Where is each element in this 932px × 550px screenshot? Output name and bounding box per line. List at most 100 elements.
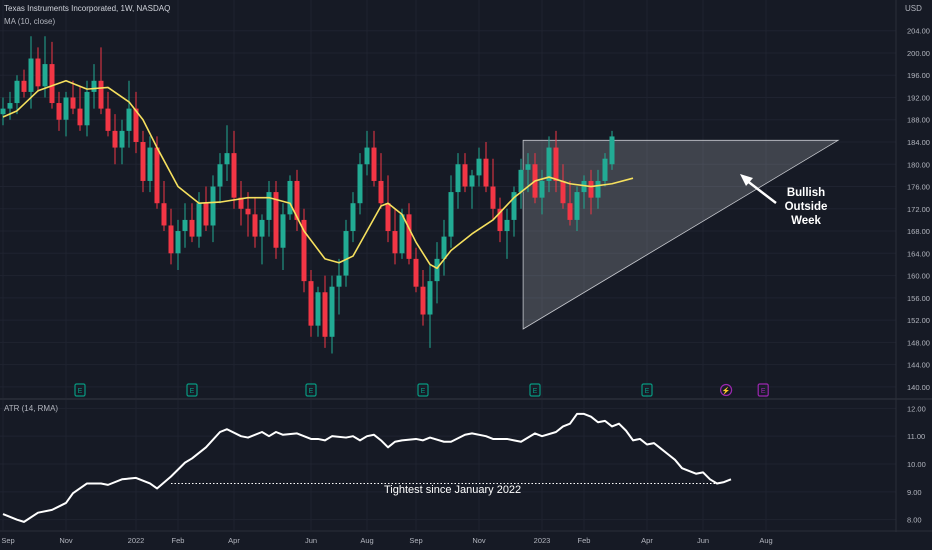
candle-body [217,164,223,187]
candle-body [280,214,286,248]
event-marker-label: E [761,388,766,395]
price-tick-label: 164.00 [907,249,930,258]
time-tick-label: Feb [172,536,185,545]
candle-body [147,147,153,181]
atr-indicator [2,412,732,523]
event-markers: E E E E E E ⚡ E [74,383,769,397]
candle-body [546,147,552,181]
earnings-marker [305,383,317,397]
time-tick-label: Aug [759,536,772,545]
candle-body [49,64,55,104]
candle-body [406,214,412,259]
price-tick-label: 156.00 [907,294,930,303]
candle-body [392,231,398,254]
candle-body [182,219,188,232]
candle-body [91,80,97,92]
event-marker-label: E [533,388,538,395]
price-tick-label: 160.00 [907,272,930,281]
candle-body [175,231,181,254]
candle-body [371,147,377,181]
price-tick-label: 192.00 [907,93,930,102]
candle-body [315,292,321,326]
price-tick-label: 176.00 [907,183,930,192]
candle-body [455,164,461,193]
candle-body [399,214,405,254]
candle-body [518,169,524,193]
ma-legend: MA (10, close) [4,17,56,26]
candle-body [126,108,132,131]
event-marker-label: E [645,388,650,395]
candle-body [448,192,454,237]
candle-body [133,108,139,142]
candle-body [588,180,594,198]
candle-body [42,64,48,87]
candle-body [609,136,615,165]
candle-body [70,97,76,109]
candle-body [119,130,125,148]
atr-tick-label: 8.00 [907,516,922,525]
candle-body [294,180,300,220]
candle-body [350,203,356,232]
candle-body [539,180,545,198]
candle-body [511,192,517,220]
arrow-shaft [745,179,777,204]
atr-legend: ATR (14, RMA) [4,404,59,413]
candle-body [595,180,601,198]
candle-body [427,281,433,315]
time-tick-label: Feb [578,536,591,545]
price-tick-label: 196.00 [907,71,930,80]
time-tick-label: Sep [1,536,14,545]
price-tick-label: 200.00 [907,49,930,58]
grid [0,0,932,532]
event-marker-label: ⚡ [722,386,731,395]
time-tick-label: Apr [641,536,653,545]
price-candles [0,36,615,354]
time-tick-label: Apr [228,536,240,545]
time-tick-label: Nov [472,536,486,545]
dividend-marker [719,383,733,397]
candle-body [420,286,426,315]
candle-body [476,158,482,176]
candle-body [385,203,391,232]
candle-body [259,219,265,237]
event-marker-label: E [421,388,426,395]
candle-body [63,97,69,120]
candle-body [161,203,167,226]
candle-body [469,175,475,187]
ascending-triangle-pattern [522,139,840,330]
atr-tick-label: 10.00 [907,460,926,469]
event-marker-label: E [309,388,314,395]
candle-body [28,58,34,92]
candle-body [490,186,496,209]
candle-body [364,147,370,165]
candle-body [273,192,279,248]
price-tick-label: 168.00 [907,227,930,236]
time-tick-label: Sep [409,536,422,545]
candle-body [168,225,174,254]
candle-body [336,275,342,287]
atr-tick-label: 9.00 [907,488,922,497]
ma-line [2,79,634,270]
annotation-arrow [740,174,777,204]
candle-body [14,80,20,104]
time-tick-label: Jun [305,536,317,545]
price-tick-label: 152.00 [907,316,930,325]
candle-body [84,91,90,126]
note-line-3: Week [791,215,821,227]
price-tick-label: 148.00 [907,338,930,347]
atr-tick-label: 12.00 [907,404,926,413]
chart-title: Texas Instruments Incorporated, 1W, NASD… [4,4,171,13]
candle-body [357,164,363,204]
earnings-marker [186,383,198,397]
candle-body [189,219,195,237]
candle-body [0,108,6,115]
candle-body [7,103,13,109]
price-tick-label: 204.00 [907,27,930,36]
candle-body [553,147,559,181]
candle-body [245,208,251,215]
candle-body [329,286,335,337]
candle-body [560,180,566,204]
time-tick-label: 2022 [128,536,145,545]
earnings-marker [757,383,769,397]
candle-body [308,281,314,326]
